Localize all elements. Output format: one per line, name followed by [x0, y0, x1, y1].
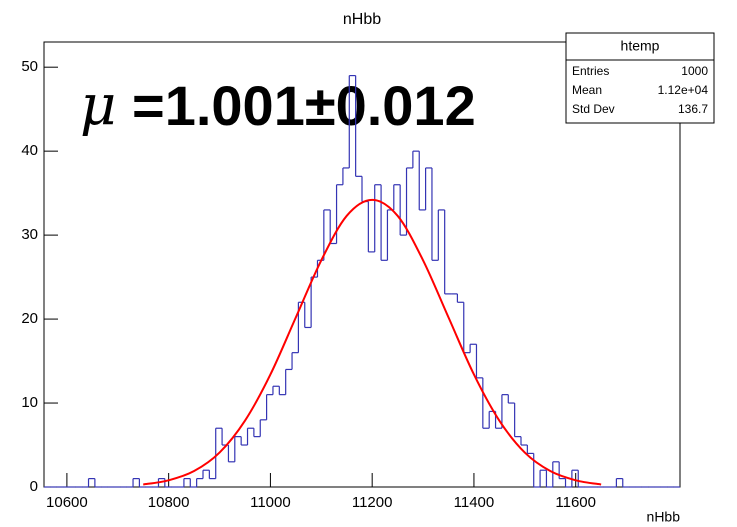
stats-value: 1.12e+04	[658, 83, 709, 97]
stats-frame	[565, 32, 715, 124]
x-tick-label: 10600	[46, 494, 88, 511]
stats-value: 136.7	[678, 102, 708, 116]
annotation-text: =1.001±0.012	[132, 74, 476, 137]
y-tick-label: 40	[21, 142, 38, 159]
x-tick-label: 11600	[555, 494, 596, 511]
annotation-symbol: μ	[80, 74, 116, 139]
x-tick-label: 11000	[250, 494, 291, 511]
x-tick-label: 11200	[352, 494, 393, 511]
stats-value: 1000	[681, 64, 708, 78]
x-axis-label: nHbb	[647, 509, 681, 525]
y-tick-label: 50	[21, 58, 38, 75]
y-tick-label: 30	[21, 226, 38, 243]
stats-label: Std Dev	[572, 102, 615, 116]
stats-label: Mean	[572, 83, 602, 97]
x-tick-label: 10800	[148, 494, 190, 511]
x-tick-label: 11400	[454, 494, 495, 511]
stats-label: Entries	[572, 64, 609, 78]
stats-title: htemp	[621, 38, 660, 54]
y-tick-label: 20	[21, 310, 38, 327]
y-tick-label: 10	[21, 394, 38, 411]
chart-title: nHbb	[343, 11, 381, 28]
y-tick-label: 0	[30, 478, 38, 495]
frame	[43, 41, 681, 488]
stats-box: htemp Entries 1000 Mean 1.12e+04 Std Dev 136.…	[565, 32, 715, 124]
fit-curve	[143, 198, 602, 486]
histogram	[44, 74, 680, 488]
